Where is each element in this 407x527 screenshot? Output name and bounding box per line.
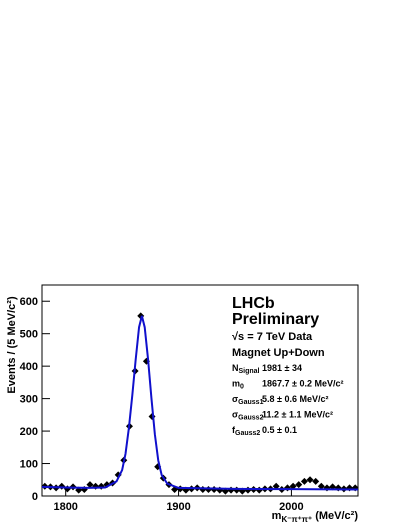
x-axis-label: mK⁻π⁺π⁺ (MeV/c²) [272, 510, 359, 524]
y-tick-label: 600 [20, 296, 38, 308]
data-point [86, 481, 94, 489]
param-symbol-main: σ [232, 410, 238, 420]
data-point [97, 482, 105, 490]
y-tick-label: 400 [20, 361, 38, 373]
data-point [289, 482, 297, 490]
data-point [255, 486, 263, 494]
y-tick-label: 300 [20, 394, 38, 406]
magnet-label: Magnet Up+Down [232, 347, 325, 359]
data-point [312, 477, 320, 485]
param-symbol-main: f [232, 425, 236, 435]
data-point [295, 481, 303, 489]
param-symbol: fGauss2 [232, 425, 260, 437]
x-label-sub: K⁻π⁺π⁺ [281, 515, 312, 524]
x-label-symbol: m [272, 510, 282, 522]
data-point [244, 486, 252, 494]
param-value: 11.2 ± 1.1 MeV/c² [262, 410, 333, 420]
data-point [306, 476, 314, 484]
param-value: 5.8 ± 0.6 MeV/c² [262, 394, 328, 404]
data-point [300, 477, 308, 485]
fit-line [41, 315, 359, 491]
param-symbol-sub: Gauss2 [235, 430, 260, 437]
param-symbol-main: m [232, 379, 240, 389]
param-symbol-sub: Gauss2 [238, 415, 263, 422]
param-symbol-main: N [232, 363, 239, 373]
param-symbol: m0 [232, 379, 244, 391]
status-label: Preliminary [232, 311, 319, 328]
experiment-label: LHCb [232, 295, 275, 312]
y-tick-label: 0 [32, 491, 38, 503]
param-value: 1867.7 ± 0.2 MeV/c² [262, 379, 344, 389]
y-tick-label: 200 [20, 426, 38, 438]
y-tick-label: 500 [20, 329, 38, 341]
data-point [317, 482, 325, 490]
param-symbol-sub: Signal [239, 368, 260, 375]
data-point [272, 482, 280, 490]
energy-label: √s = 7 TeV Data [232, 331, 313, 343]
param-symbol: σGauss1 [232, 394, 264, 406]
plot-frame [41, 284, 359, 497]
param-symbol: NSignal [232, 363, 260, 375]
x-tick-label: 1800 [53, 501, 77, 513]
x-tick-label: 2000 [279, 501, 303, 513]
param-symbol-sub: Gauss1 [238, 399, 263, 406]
param-symbol-sub: 0 [240, 384, 244, 391]
x-label-unit: (MeV/c²) [312, 510, 358, 522]
data-point [283, 484, 291, 492]
y-axis-label: Events / (5 MeV/c²) [6, 296, 18, 394]
param-symbol-main: σ [232, 394, 238, 404]
param-value: 1981 ± 34 [262, 363, 302, 373]
x-tick-label: 1900 [166, 501, 190, 513]
data-point [233, 486, 241, 494]
param-symbol: σGauss2 [232, 410, 264, 422]
y-tick-label: 100 [20, 459, 38, 471]
param-value: 0.5 ± 0.1 [262, 425, 297, 435]
